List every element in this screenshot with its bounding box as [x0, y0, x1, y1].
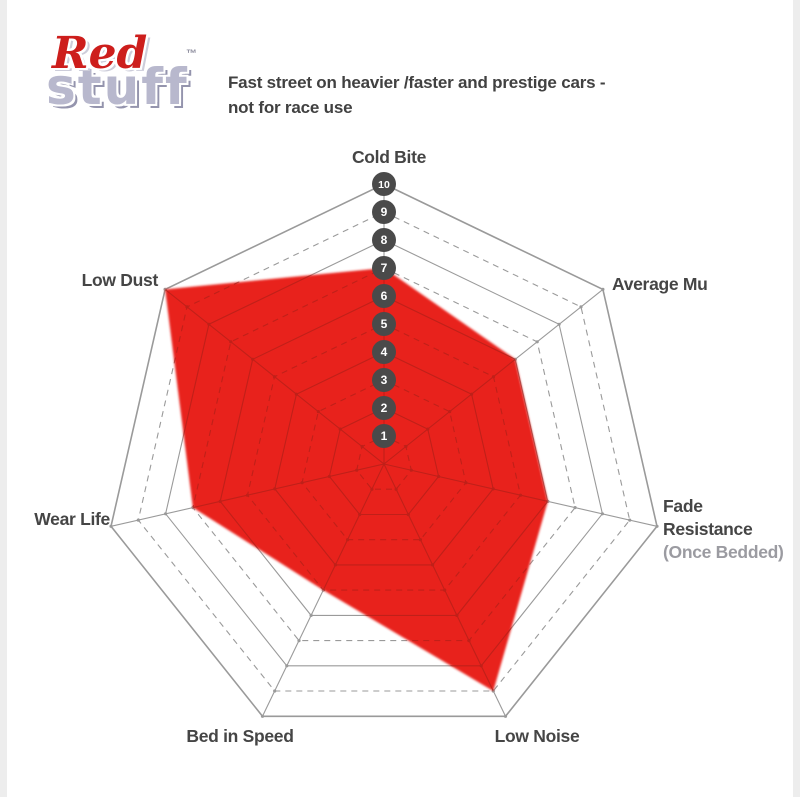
axis-label-fade-resistance-once-bedded-line2: Resistance [663, 519, 753, 539]
axis-label-low-dust: Low Dust [82, 270, 159, 290]
scale-tick-8 [372, 228, 396, 252]
axis-label-fade-resistance-once-bedded-line3: (Once Bedded) [663, 542, 784, 562]
axis-label-cold-bite: Cold Bite [352, 147, 427, 167]
trademark-symbol: ™ [186, 48, 197, 60]
axis-label-low-noise: Low Noise [495, 726, 580, 746]
page-margin-left [0, 0, 7, 797]
performance-polygon [165, 268, 548, 691]
scale-tick-4 [372, 340, 396, 364]
scale-tick-label-3: 3 [381, 373, 388, 387]
axis-label-wear-life: Wear Life [34, 509, 110, 529]
chart-subtitle: Fast street on heavier /faster and prest… [228, 70, 606, 120]
redstuff-logo: stuff Red ™ [44, 28, 214, 139]
axis-label-fade-resistance-once-bedded-line1: Fade [663, 496, 703, 516]
scale-tick-label-1: 1 [381, 429, 388, 443]
scale-tick-2 [372, 396, 396, 420]
scale-tick-9 [372, 200, 396, 224]
scale-tick-label-6: 6 [381, 289, 388, 303]
scale-tick-label-10: 10 [378, 179, 390, 191]
logo-red-text: Red [52, 28, 148, 79]
scale-tick-10 [372, 172, 396, 196]
scale-tick-6 [372, 284, 396, 308]
scale-tick-label-5: 5 [381, 317, 388, 331]
scale-tick-1 [372, 424, 396, 448]
page-margin-right [793, 0, 800, 797]
scale-tick-label-2: 2 [381, 401, 388, 415]
axis-label-average-mu: Average Mu [612, 274, 708, 294]
axis-label-bed-in-speed: Bed in Speed [186, 726, 293, 746]
subtitle-line-2: not for race use [228, 98, 353, 117]
scale-tick-label-4: 4 [381, 345, 388, 359]
subtitle-line-1: Fast street on heavier /faster and prest… [228, 73, 606, 92]
scale-axis: 1 2 3 4 5 6 7 8 9 10 [372, 172, 396, 448]
scale-tick-label-9: 9 [381, 205, 388, 219]
scale-tick-5 [372, 312, 396, 336]
scale-tick-label-8: 8 [381, 233, 388, 247]
logo-stuff-text: stuff [46, 58, 189, 116]
scale-tick-label-7: 7 [381, 261, 388, 275]
scale-tick-3 [372, 368, 396, 392]
scale-tick-7 [372, 256, 396, 280]
